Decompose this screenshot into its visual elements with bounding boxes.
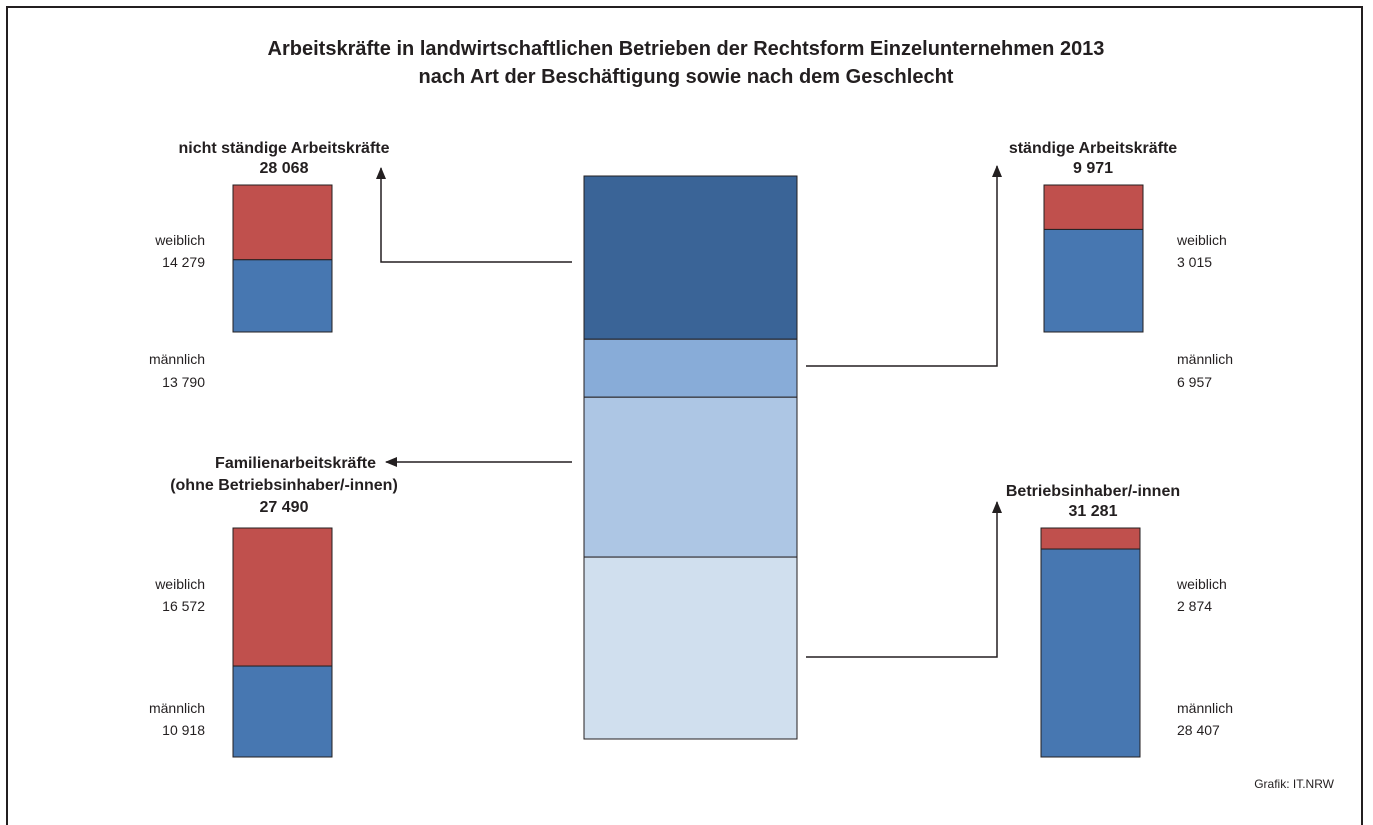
bar-inhaber-maennlich — [1040, 548, 1141, 758]
group-title-nicht-staendig: nicht ständige Arbeitskräfte — [178, 140, 389, 157]
group-total-nicht-staendig: 28 068 — [260, 160, 309, 177]
group-subtitle-familie: (ohne Betriebsinhaber/-innen) — [170, 477, 398, 494]
bar-staendig-maennlich — [1043, 228, 1144, 333]
bar-familie — [232, 527, 333, 758]
value-nicht-staendig-maennlich: 13 790 — [162, 374, 205, 390]
label-inhaber-maennlich: männlich — [1177, 700, 1233, 716]
value-inhaber-weiblich: 2 874 — [1177, 598, 1212, 614]
group-title-familie: Familienarbeitskräfte — [215, 455, 376, 472]
group-title-inhaber: Betriebsinhaber/-innen — [1006, 483, 1180, 500]
bar-staendig-weiblich — [1043, 184, 1144, 230]
group-total-staendig: 9 971 — [1073, 160, 1113, 177]
label-inhaber-weiblich: weiblich — [1176, 576, 1227, 592]
label-familie-weiblich: weiblich — [154, 576, 205, 592]
bar-nicht-staendig-maennlich — [232, 259, 333, 333]
bar-inhaber-weiblich — [1040, 527, 1141, 550]
arrow-staendig — [806, 165, 1002, 367]
bar-nicht-staendig-weiblich — [232, 184, 333, 261]
value-nicht-staendig-weiblich: 14 279 — [162, 254, 205, 270]
bar-inhaber — [1040, 527, 1141, 758]
group-total-familie: 27 490 — [260, 499, 309, 516]
value-staendig-maennlich: 6 957 — [1177, 374, 1212, 390]
bar-familie-maennlich — [232, 665, 333, 758]
label-staendig-weiblich: weiblich — [1176, 232, 1227, 248]
arrow-inhaber — [806, 501, 1002, 658]
value-inhaber-maennlich: 28 407 — [1177, 722, 1220, 738]
label-nicht-staendig-weiblich: weiblich — [154, 232, 205, 248]
bar-nicht-staendig — [232, 184, 333, 333]
arrow-nicht-staendig — [376, 167, 572, 263]
total-segment-1 — [583, 175, 798, 340]
value-familie-maennlich: 10 918 — [162, 722, 205, 738]
bar-familie-weiblich — [232, 527, 333, 667]
value-familie-weiblich: 16 572 — [162, 598, 205, 614]
chart-frame — [6, 6, 1363, 825]
total-segment-4 — [583, 556, 798, 740]
group-title-staendig: ständige Arbeitskräfte — [1009, 140, 1177, 157]
total-segment-3 — [583, 396, 798, 558]
label-staendig-maennlich: männlich — [1177, 351, 1233, 367]
chart-title-line1: Arbeitskräfte in landwirtschaftlichen Be… — [268, 38, 1105, 60]
label-nicht-staendig-maennlich: männlich — [149, 351, 205, 367]
bar-staendig — [1043, 184, 1144, 333]
source-note: Grafik: IT.NRW — [1254, 777, 1334, 791]
total-segment-2 — [583, 338, 798, 398]
group-total-inhaber: 31 281 — [1069, 503, 1118, 520]
value-staendig-weiblich: 3 015 — [1177, 254, 1212, 270]
chart-title-line2: nach Art der Beschäftigung sowie nach de… — [419, 66, 954, 88]
total-stacked-bar — [583, 175, 798, 740]
label-familie-maennlich: männlich — [149, 700, 205, 716]
